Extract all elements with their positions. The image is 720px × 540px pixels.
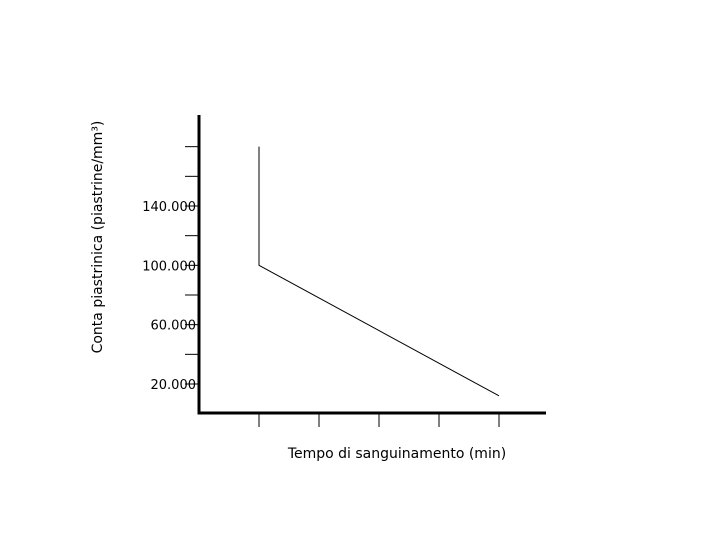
y-axis-label: Conta piastrinica (piastrine/mm³): [90, 121, 106, 354]
axes: [197, 115, 546, 415]
ticks: [185, 146, 500, 427]
series-line: [258, 146, 500, 397]
tick-labels: 140.000 100.000 60.000 20.000: [142, 200, 196, 393]
y-tick-label: 60.000: [151, 319, 197, 334]
y-tick-label: 100.000: [142, 259, 196, 274]
y-tick-label: 20.000: [151, 378, 197, 393]
series-group: [258, 146, 500, 397]
y-tick-label: 140.000: [142, 200, 196, 215]
x-axis-label: Tempo di sanguinamento (min): [287, 446, 506, 462]
